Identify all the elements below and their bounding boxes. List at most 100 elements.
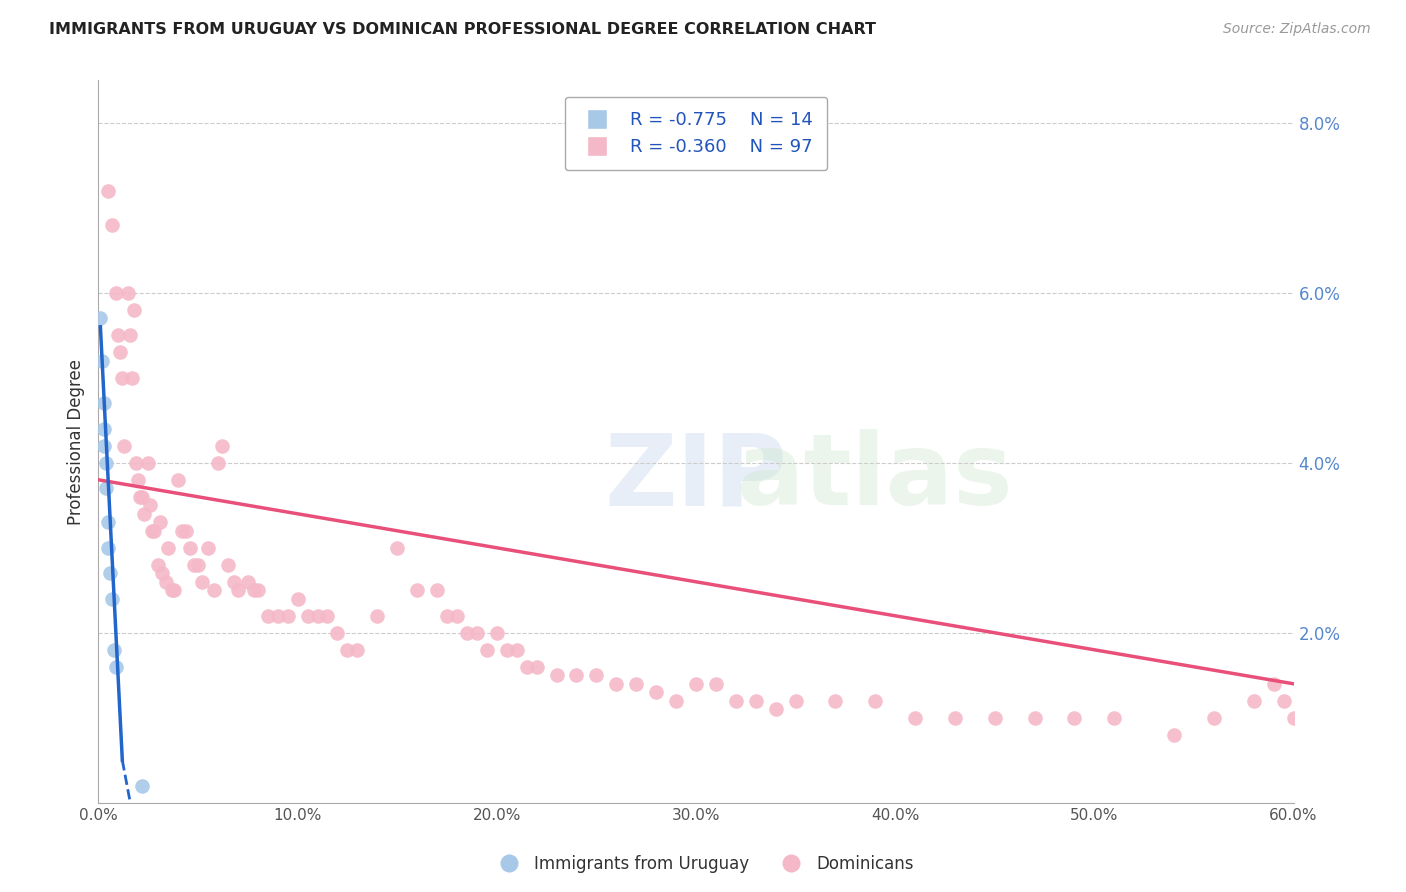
Point bbox=[645, 685, 668, 699]
Point bbox=[222, 574, 245, 589]
Point bbox=[134, 507, 156, 521]
Point bbox=[105, 660, 128, 674]
Point bbox=[136, 456, 159, 470]
Point bbox=[626, 677, 648, 691]
Point bbox=[456, 625, 478, 640]
Point bbox=[143, 524, 166, 538]
Point bbox=[506, 642, 529, 657]
Point bbox=[485, 625, 508, 640]
Point bbox=[765, 702, 787, 716]
Point bbox=[984, 711, 1007, 725]
Point bbox=[167, 473, 190, 487]
Point bbox=[121, 371, 143, 385]
Point bbox=[1302, 711, 1324, 725]
Point bbox=[824, 694, 846, 708]
Point bbox=[150, 566, 173, 581]
Point bbox=[1163, 728, 1185, 742]
Point bbox=[385, 541, 409, 555]
Point bbox=[704, 677, 727, 691]
Point bbox=[149, 516, 172, 530]
Point bbox=[516, 660, 538, 674]
Point bbox=[585, 668, 607, 682]
Point bbox=[96, 456, 118, 470]
Point bbox=[605, 677, 627, 691]
Point bbox=[110, 345, 132, 359]
Legend: R = -0.775    N = 14, R = -0.360    N = 97: R = -0.775 N = 14, R = -0.360 N = 97 bbox=[565, 96, 827, 170]
Legend: Immigrants from Uruguay, Dominicans: Immigrants from Uruguay, Dominicans bbox=[486, 848, 920, 880]
Point bbox=[163, 583, 186, 598]
Point bbox=[366, 608, 388, 623]
Point bbox=[197, 541, 219, 555]
Point bbox=[125, 456, 148, 470]
Point bbox=[97, 541, 120, 555]
Point bbox=[160, 583, 183, 598]
Point bbox=[183, 558, 205, 572]
Point bbox=[1282, 711, 1305, 725]
Point bbox=[1263, 677, 1285, 691]
Point bbox=[685, 677, 707, 691]
Point bbox=[139, 498, 162, 512]
Point bbox=[287, 591, 309, 606]
Text: atlas: atlas bbox=[737, 429, 1014, 526]
Point bbox=[179, 541, 201, 555]
Point bbox=[97, 184, 120, 198]
Point bbox=[406, 583, 429, 598]
Point bbox=[297, 608, 319, 623]
Point bbox=[211, 439, 233, 453]
Point bbox=[129, 490, 152, 504]
Point bbox=[124, 302, 146, 317]
Point bbox=[495, 642, 517, 657]
Point bbox=[326, 625, 349, 640]
Point bbox=[243, 583, 266, 598]
Point bbox=[246, 583, 269, 598]
Point bbox=[105, 285, 128, 300]
Point bbox=[141, 524, 163, 538]
Text: IMMIGRANTS FROM URUGUAY VS DOMINICAN PROFESSIONAL DEGREE CORRELATION CHART: IMMIGRANTS FROM URUGUAY VS DOMINICAN PRO… bbox=[49, 22, 876, 37]
Point bbox=[131, 490, 153, 504]
Point bbox=[1322, 668, 1344, 682]
Point bbox=[101, 591, 124, 606]
Point bbox=[1202, 711, 1225, 725]
Text: ZIP: ZIP bbox=[605, 429, 787, 526]
Point bbox=[98, 566, 122, 581]
Point bbox=[155, 574, 177, 589]
Point bbox=[745, 694, 768, 708]
Point bbox=[148, 558, 170, 572]
Point bbox=[943, 711, 966, 725]
Point bbox=[565, 668, 588, 682]
Point bbox=[546, 668, 568, 682]
Point bbox=[226, 583, 249, 598]
Point bbox=[785, 694, 807, 708]
Point bbox=[112, 439, 135, 453]
Point bbox=[207, 456, 229, 470]
Point bbox=[346, 642, 368, 657]
Point bbox=[174, 524, 197, 538]
Point bbox=[1243, 694, 1265, 708]
Point bbox=[96, 481, 118, 495]
Point bbox=[526, 660, 548, 674]
Point bbox=[665, 694, 688, 708]
Point bbox=[1272, 694, 1295, 708]
Point bbox=[93, 439, 115, 453]
Point bbox=[93, 422, 115, 436]
Point bbox=[267, 608, 290, 623]
Point bbox=[157, 541, 180, 555]
Point bbox=[256, 608, 278, 623]
Point bbox=[202, 583, 225, 598]
Point bbox=[191, 574, 214, 589]
Point bbox=[131, 779, 153, 793]
Point bbox=[93, 396, 115, 410]
Point bbox=[111, 371, 134, 385]
Point bbox=[865, 694, 887, 708]
Point bbox=[89, 311, 111, 326]
Point bbox=[316, 608, 339, 623]
Text: Source: ZipAtlas.com: Source: ZipAtlas.com bbox=[1223, 22, 1371, 37]
Point bbox=[465, 625, 488, 640]
Point bbox=[277, 608, 299, 623]
Point bbox=[904, 711, 927, 725]
Point bbox=[91, 353, 114, 368]
Point bbox=[446, 608, 468, 623]
Point bbox=[1063, 711, 1085, 725]
Point bbox=[107, 328, 129, 343]
Point bbox=[307, 608, 329, 623]
